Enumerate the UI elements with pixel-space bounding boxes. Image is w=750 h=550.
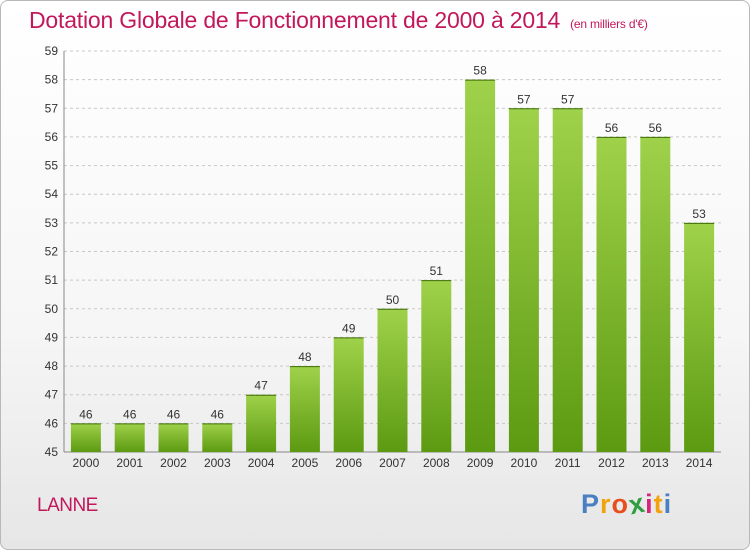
x-tick-label: 2005	[292, 456, 319, 470]
logo-letter: i	[663, 489, 673, 519]
data-label: 57	[517, 92, 531, 106]
x-tick-label: 2007	[379, 456, 406, 470]
proxiti-logo[interactable]: Proxiti	[581, 488, 673, 521]
y-tick-label: 57	[45, 101, 59, 115]
logo-letter: i	[645, 489, 654, 519]
bar	[246, 394, 277, 452]
commune-name: LANNE	[37, 495, 98, 516]
data-labels: 46 46 46 46 47 48 49 50 51 58 57 57 56 56 53	[79, 64, 706, 422]
bar	[596, 136, 627, 452]
bar	[289, 366, 320, 452]
y-tick-label: 51	[45, 273, 59, 287]
logo-letter: r	[600, 489, 612, 519]
y-tick-label: 54	[45, 187, 59, 201]
data-label: 47	[254, 379, 268, 393]
bar	[158, 423, 189, 452]
data-label: 58	[473, 64, 487, 78]
y-tick-label: 53	[45, 216, 59, 230]
data-label: 46	[123, 407, 137, 421]
title-text: Dotation Globale de Fonctionnement de 20…	[29, 7, 561, 33]
data-label: 46	[167, 407, 181, 421]
x-tick-label: 2012	[598, 456, 625, 470]
bar	[640, 136, 671, 452]
y-tick-label: 49	[45, 330, 59, 344]
x-tick-label: 2004	[248, 456, 275, 470]
y-tick-label: 52	[45, 245, 59, 259]
data-label: 57	[561, 92, 575, 106]
data-label: 50	[386, 293, 400, 307]
logo-letter: P	[581, 489, 601, 519]
x-tick-label: 2003	[204, 456, 231, 470]
bar	[333, 337, 364, 452]
bars	[70, 79, 715, 453]
bar	[70, 423, 101, 452]
data-label: 51	[430, 264, 444, 278]
bar	[114, 423, 145, 452]
y-tick-label: 46	[45, 416, 59, 430]
data-label: 53	[692, 207, 706, 221]
data-label: 56	[649, 121, 663, 135]
bar	[421, 280, 452, 452]
bar	[202, 423, 233, 452]
chart-title: Dotation Globale de Fonctionnement de 20…	[29, 7, 648, 34]
x-tick-label: 2008	[423, 456, 450, 470]
data-label: 49	[342, 321, 356, 335]
x-tick-label: 2010	[511, 456, 538, 470]
unit-note: (en milliers d'€)	[570, 17, 648, 31]
x-tick-label: 2013	[642, 456, 669, 470]
data-label: 56	[605, 121, 619, 135]
bar	[552, 108, 583, 453]
y-tick-labels: 45 46 47 48 49 50 51 52 53 54 55 56 57 58 59	[45, 44, 59, 459]
x-tick-label: 2011	[555, 456, 581, 470]
x-tick-label: 2002	[160, 456, 187, 470]
data-label: 46	[211, 407, 225, 421]
y-tick-label: 59	[45, 44, 59, 58]
x-tick-labels: 2000 2001 2002 2003 2004 2005 2006 2007 2008 2009…	[73, 456, 713, 470]
y-tick-label: 55	[45, 159, 59, 173]
logo-letter: t	[653, 489, 664, 519]
y-tick-label: 45	[45, 445, 59, 459]
bar	[508, 108, 539, 453]
x-tick-label: 2000	[73, 456, 100, 470]
data-label: 46	[79, 407, 93, 421]
bar	[684, 222, 715, 452]
y-tick-label: 50	[45, 302, 59, 316]
bar	[465, 79, 496, 453]
y-tick-label: 56	[45, 130, 59, 144]
x-tick-label: 2006	[335, 456, 362, 470]
y-tick-label: 58	[45, 73, 59, 87]
x-tick-label: 2014	[686, 456, 713, 470]
x-tick-label: 2009	[467, 456, 494, 470]
y-tick-label: 48	[45, 359, 59, 373]
data-label: 48	[298, 350, 312, 364]
bar	[377, 308, 408, 452]
x-tick-label: 2001	[116, 456, 143, 470]
logo-letter: o	[611, 489, 630, 519]
y-tick-label: 47	[45, 388, 59, 402]
